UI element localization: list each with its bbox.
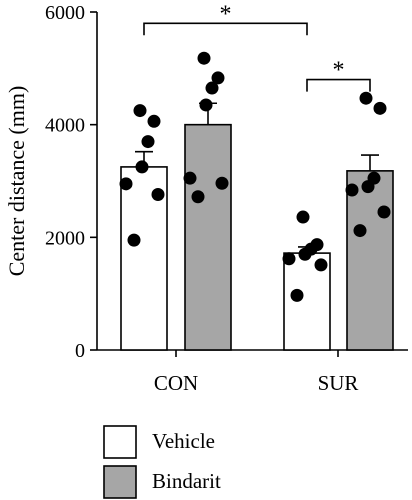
- data-point: [199, 98, 213, 112]
- y-axis-label: Center distance (mm): [4, 86, 29, 277]
- y-tick-label: 6000: [45, 2, 85, 24]
- data-point: [211, 71, 225, 85]
- legend-swatch: [103, 425, 137, 459]
- data-point: [296, 210, 310, 224]
- significance-star: *: [220, 1, 232, 27]
- data-points: [119, 51, 391, 302]
- bars: [120, 102, 394, 351]
- x-tick-label: SUR: [318, 371, 359, 395]
- data-point: [282, 252, 296, 266]
- significance-star: *: [333, 58, 345, 84]
- legend-label: Vehicle: [152, 429, 215, 453]
- y-tick-label: 0: [75, 340, 85, 362]
- data-point: [151, 188, 165, 202]
- data-point: [133, 104, 147, 118]
- data-point: [361, 180, 375, 194]
- data-point: [215, 176, 229, 190]
- y-tick-label: 4000: [45, 115, 85, 137]
- significance-bracket: [306, 78, 371, 92]
- data-point: [290, 288, 304, 302]
- legend-swatch: [103, 465, 137, 499]
- data-point: [119, 177, 133, 191]
- data-point: [314, 258, 328, 272]
- data-point: [147, 114, 161, 128]
- data-point: [373, 101, 387, 115]
- y-tick-label: 2000: [45, 227, 85, 249]
- data-point: [141, 135, 155, 149]
- data-point: [377, 205, 391, 219]
- significance-brackets: **: [143, 1, 371, 92]
- data-point: [353, 224, 367, 238]
- data-point: [197, 51, 211, 65]
- x-tick-label: CON: [154, 371, 198, 395]
- bar: [184, 123, 232, 351]
- axes: 0 2000 4000 6000 CON SUR: [45, 2, 408, 395]
- bar: [346, 170, 394, 351]
- data-point: [191, 190, 205, 204]
- legend-label: Bindarit: [152, 469, 221, 493]
- data-point: [183, 171, 197, 185]
- data-point: [298, 247, 312, 261]
- bar: [283, 252, 331, 351]
- significance-bracket: [143, 22, 308, 36]
- data-point: [135, 160, 149, 174]
- data-point: [127, 233, 141, 247]
- data-point: [345, 183, 359, 197]
- data-point: [359, 91, 373, 105]
- legend: Vehicle Bindarit: [103, 425, 221, 499]
- data-point: [205, 81, 219, 95]
